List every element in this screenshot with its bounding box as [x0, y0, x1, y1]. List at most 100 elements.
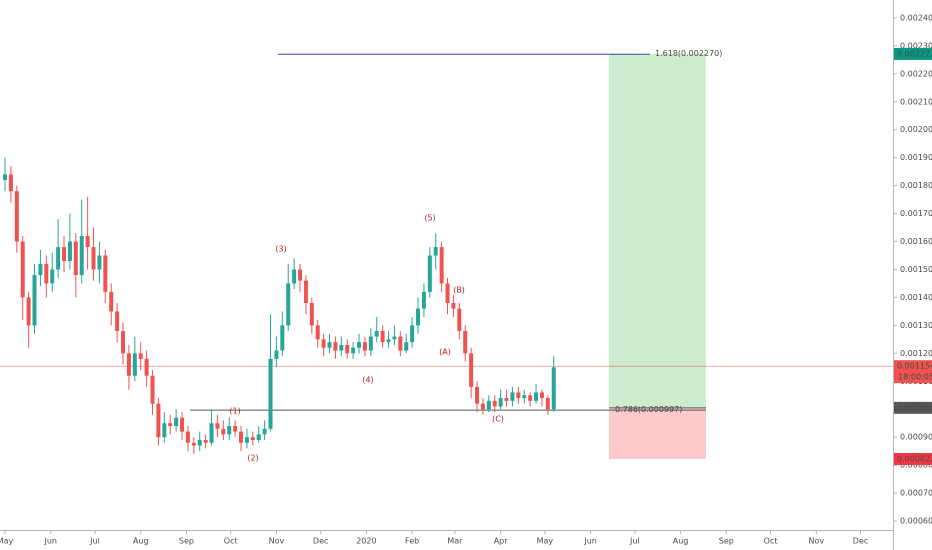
candle-body	[551, 367, 556, 410]
candle-body	[286, 283, 291, 326]
candle-body	[368, 336, 373, 351]
candle-body	[233, 426, 238, 432]
x-tick-label: Aug	[133, 537, 149, 546]
fib-label: 1.618(0.002270)	[655, 49, 722, 58]
candle-body	[168, 423, 173, 427]
candle-body	[421, 291, 426, 309]
candle-body	[274, 350, 279, 359]
candle-body	[256, 434, 261, 440]
candle-body	[268, 358, 273, 429]
candle-body	[191, 442, 196, 446]
price-badge	[894, 47, 932, 60]
x-tick-label: Oct	[224, 537, 238, 546]
candle-body	[498, 398, 503, 407]
candle-body	[404, 342, 409, 351]
candle-body	[321, 339, 326, 348]
candle-body	[126, 353, 131, 376]
x-tick-label: Jul	[89, 537, 100, 546]
candle-body	[185, 431, 190, 443]
candle-body	[121, 330, 126, 354]
candle-body	[392, 336, 397, 340]
candle-body	[150, 375, 155, 404]
candle-body	[156, 403, 161, 438]
candle-body	[109, 291, 114, 312]
candle-body	[138, 353, 143, 359]
candle-body	[239, 431, 244, 443]
candle-body	[38, 263, 43, 276]
candle-body	[85, 235, 90, 248]
x-tick-label: Mar	[447, 537, 463, 546]
x-tick-label: Sep	[719, 537, 734, 546]
wave-label: (B)	[453, 286, 465, 295]
wave-label: (C)	[492, 415, 504, 424]
candle-body	[79, 235, 84, 276]
plot: 1.618(0.002270) 0.786(0.000997)	[0, 49, 893, 459]
candle-body	[480, 403, 485, 410]
candle-body	[427, 255, 432, 292]
price-badge	[894, 360, 932, 384]
candle-body	[433, 247, 438, 256]
candle-body	[56, 247, 61, 270]
x-tick-label: Nov	[808, 537, 824, 546]
candle-body	[73, 241, 78, 276]
candle-body	[309, 303, 314, 326]
candle-body	[162, 423, 167, 438]
x-tick-label: Apr	[494, 537, 509, 546]
candle-body	[398, 336, 403, 351]
candle-body	[250, 437, 255, 440]
candle-body	[50, 269, 55, 284]
candle-body	[451, 303, 456, 309]
candle-body	[386, 339, 391, 343]
candle-body	[20, 241, 25, 298]
price-badge-label: 0.002271	[897, 49, 932, 58]
candle-body	[504, 398, 509, 401]
candle-body	[197, 439, 202, 446]
x-tick-label: Jun	[583, 537, 597, 546]
candle-body	[97, 255, 102, 270]
candle-body	[298, 269, 303, 281]
candle-body	[215, 423, 220, 429]
candle-body	[439, 247, 444, 284]
x-tick-label: Aug	[673, 537, 689, 546]
candle-body	[539, 392, 544, 399]
candle-body	[203, 439, 208, 443]
x-tick-label: Dec	[853, 537, 868, 546]
candle-body	[416, 308, 421, 326]
x-tick-label: May	[0, 537, 14, 546]
candle-body	[103, 255, 108, 292]
candle-body	[44, 263, 49, 284]
candle-body	[380, 330, 385, 343]
wave-label: (5)	[424, 214, 435, 223]
candle-body	[244, 437, 249, 443]
price-badge-label: 0.001154	[897, 362, 932, 371]
candle-body	[516, 392, 521, 399]
candle-body	[132, 353, 137, 376]
candle-body	[339, 344, 344, 351]
x-tick-label: Jun	[43, 537, 57, 546]
wave-label: (1)	[229, 407, 240, 416]
wave-label: (3)	[275, 245, 286, 254]
y-tick-label: 0.000600	[900, 517, 932, 526]
candle-body	[221, 428, 226, 435]
candle-body	[410, 325, 415, 343]
wave-label: (A)	[439, 348, 451, 357]
candle-body	[67, 241, 72, 262]
candle-body	[351, 347, 356, 354]
candle-body	[534, 392, 539, 401]
candle-body	[357, 342, 362, 348]
candle-body	[327, 342, 332, 348]
candle-body	[362, 342, 367, 351]
